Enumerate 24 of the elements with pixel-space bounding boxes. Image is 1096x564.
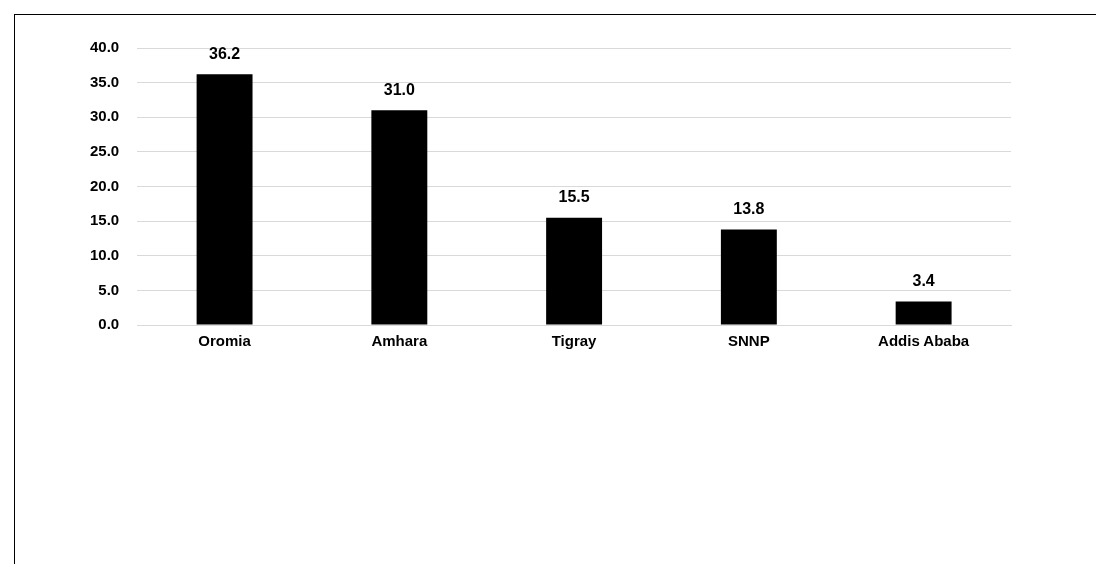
x-tick-label: Tigray <box>551 332 598 350</box>
y-tick-label: 15.0 <box>89 211 120 229</box>
y-tick-label: 20.0 <box>89 176 120 194</box>
data-label: 36.2 <box>209 44 241 62</box>
data-label: 13.8 <box>733 199 765 217</box>
bar <box>196 74 253 325</box>
bar <box>546 217 603 325</box>
data-label: 31.0 <box>383 80 416 98</box>
y-tick-label: 5.0 <box>98 280 120 298</box>
y-tick-label: 40.0 <box>89 38 120 56</box>
y-tick-label: 10.0 <box>89 245 120 263</box>
y-tick-label: 0.0 <box>98 315 120 333</box>
data-label: 3.4 <box>912 271 935 289</box>
x-tick-label: Addis Ababa <box>878 332 970 350</box>
x-tick-label: Oromia <box>198 332 252 350</box>
x-tick-label: Amhara <box>371 332 428 350</box>
bar <box>720 229 777 325</box>
y-tick-label: 35.0 <box>89 72 120 90</box>
y-tick-label: 25.0 <box>89 142 120 160</box>
bar <box>371 110 428 325</box>
y-tick-label: 30.0 <box>89 107 120 125</box>
data-label: 15.5 <box>558 188 590 206</box>
bar <box>895 301 952 325</box>
x-tick-label: SNNP <box>728 332 770 350</box>
